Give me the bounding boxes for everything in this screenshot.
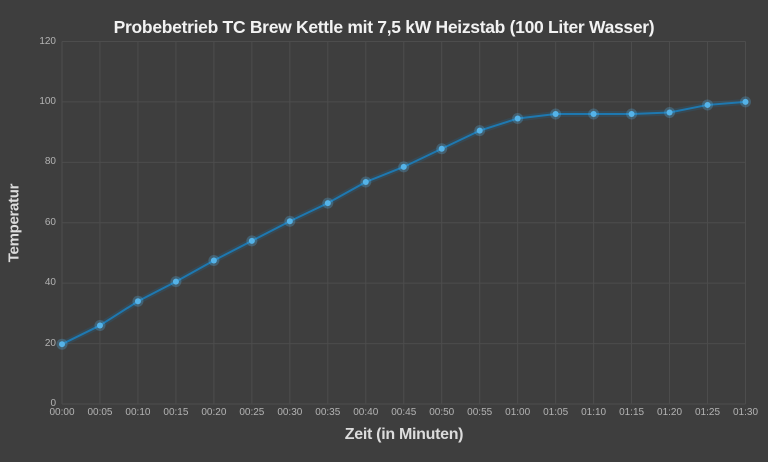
y-axis-title: Temperatur — [5, 183, 23, 263]
x-tick-label: 00:10 — [125, 407, 151, 418]
data-point — [96, 322, 103, 329]
data-point — [438, 145, 445, 152]
x-tick-label: 00:30 — [277, 407, 303, 418]
x-tick-label: 01:20 — [657, 407, 683, 418]
x-tick-label: 00:15 — [163, 407, 189, 418]
x-tick-label: 01:05 — [543, 407, 569, 418]
x-tick-label: 01:15 — [619, 407, 645, 418]
y-tick-label: 100 — [39, 95, 56, 107]
data-point — [248, 237, 255, 244]
x-tick-label: 01:00 — [505, 407, 531, 418]
data-point — [628, 111, 635, 117]
data-point — [552, 111, 559, 117]
x-axis-title: Zeit (in Minuten) — [344, 426, 464, 443]
x-tick-label: 00:20 — [201, 407, 227, 418]
data-point — [286, 218, 293, 225]
x-tick-label: 00:00 — [49, 407, 75, 418]
y-tick-label: 80 — [44, 156, 56, 168]
data-point — [704, 101, 711, 108]
x-tick-label: 01:10 — [581, 407, 607, 418]
chart-title: Probebetrieb TC Brew Kettle mit 7,5 kW H… — [113, 16, 655, 37]
data-point — [59, 341, 65, 348]
data-point — [362, 178, 369, 185]
x-tick-label: 00:55 — [467, 407, 493, 418]
x-tick-label: 00:50 — [429, 407, 455, 418]
x-tick-label: 00:05 — [87, 407, 113, 418]
data-point — [590, 111, 597, 117]
x-tick-label: 01:25 — [695, 407, 721, 418]
y-tick-label: 40 — [44, 277, 56, 289]
y-tick-label: 120 — [39, 35, 56, 47]
x-tick-label: 00:25 — [239, 407, 265, 418]
y-tick-label: 20 — [44, 337, 56, 349]
x-tick-label: 00:35 — [315, 407, 341, 418]
x-tick-label: 00:40 — [353, 407, 379, 418]
data-point — [400, 163, 407, 170]
data-point — [476, 127, 483, 134]
data-point — [134, 298, 141, 305]
y-tick-label: 0 — [50, 398, 56, 409]
data-point — [172, 278, 179, 285]
data-point — [666, 109, 673, 116]
data-point — [324, 200, 331, 207]
data-point — [742, 98, 749, 105]
data-point — [210, 257, 217, 264]
x-tick-label: 01:30 — [732, 407, 759, 418]
x-tick-label: 00:45 — [391, 407, 417, 418]
data-point — [514, 115, 521, 122]
y-tick-label: 60 — [44, 216, 56, 228]
